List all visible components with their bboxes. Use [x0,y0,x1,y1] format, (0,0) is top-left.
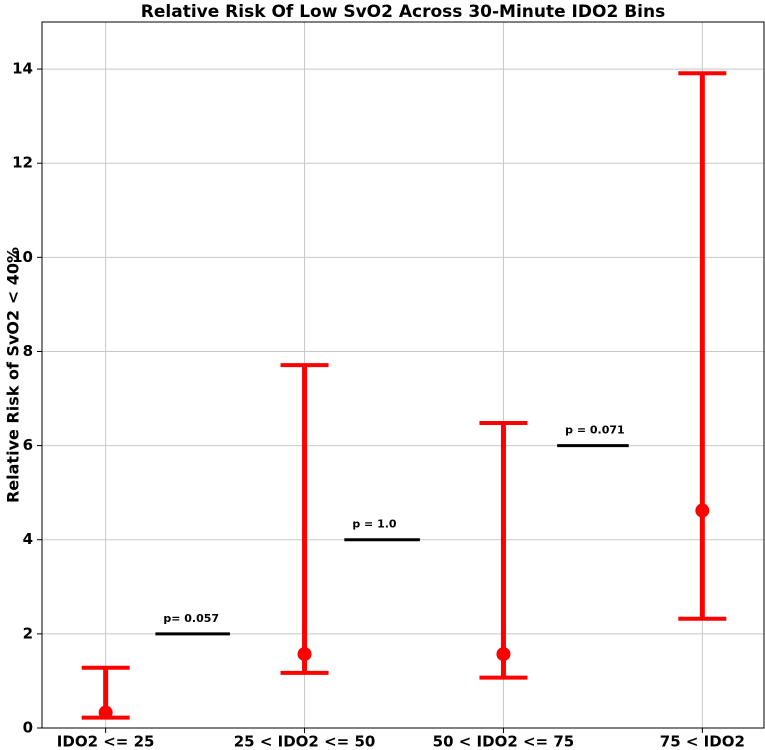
y-tick-label: 14 [12,60,33,78]
x-tick-label: 75 < IDO2 [660,733,745,750]
y-tick-label: 0 [23,719,33,737]
point [496,647,511,662]
x-tick-label: IDO2 <= 25 [57,733,155,750]
plot-frame [41,21,765,729]
y-tick-label: 4 [23,530,33,548]
x-tick-label: 25 < IDO2 <= 50 [234,733,376,750]
point [98,705,113,720]
y-tick-label: 12 [12,154,33,172]
point [297,647,312,662]
y-axis-label: Relative Risk of SvO2 < 40% [4,247,23,503]
chart-title: Relative Risk Of Low SvO2 Across 30-Minu… [141,2,665,22]
p-value-label: p = 0.071 [565,424,625,437]
y-tick-label: 8 [23,342,33,360]
y-tick-label: 10 [12,248,33,266]
point [695,503,710,518]
y-tick-label: 6 [23,436,33,454]
x-tick-label: 50 < IDO2 <= 75 [433,733,575,750]
y-tick-label: 2 [23,624,33,642]
p-value-label: p = 1.0 [352,518,397,531]
p-value-label: p= 0.057 [163,612,219,625]
